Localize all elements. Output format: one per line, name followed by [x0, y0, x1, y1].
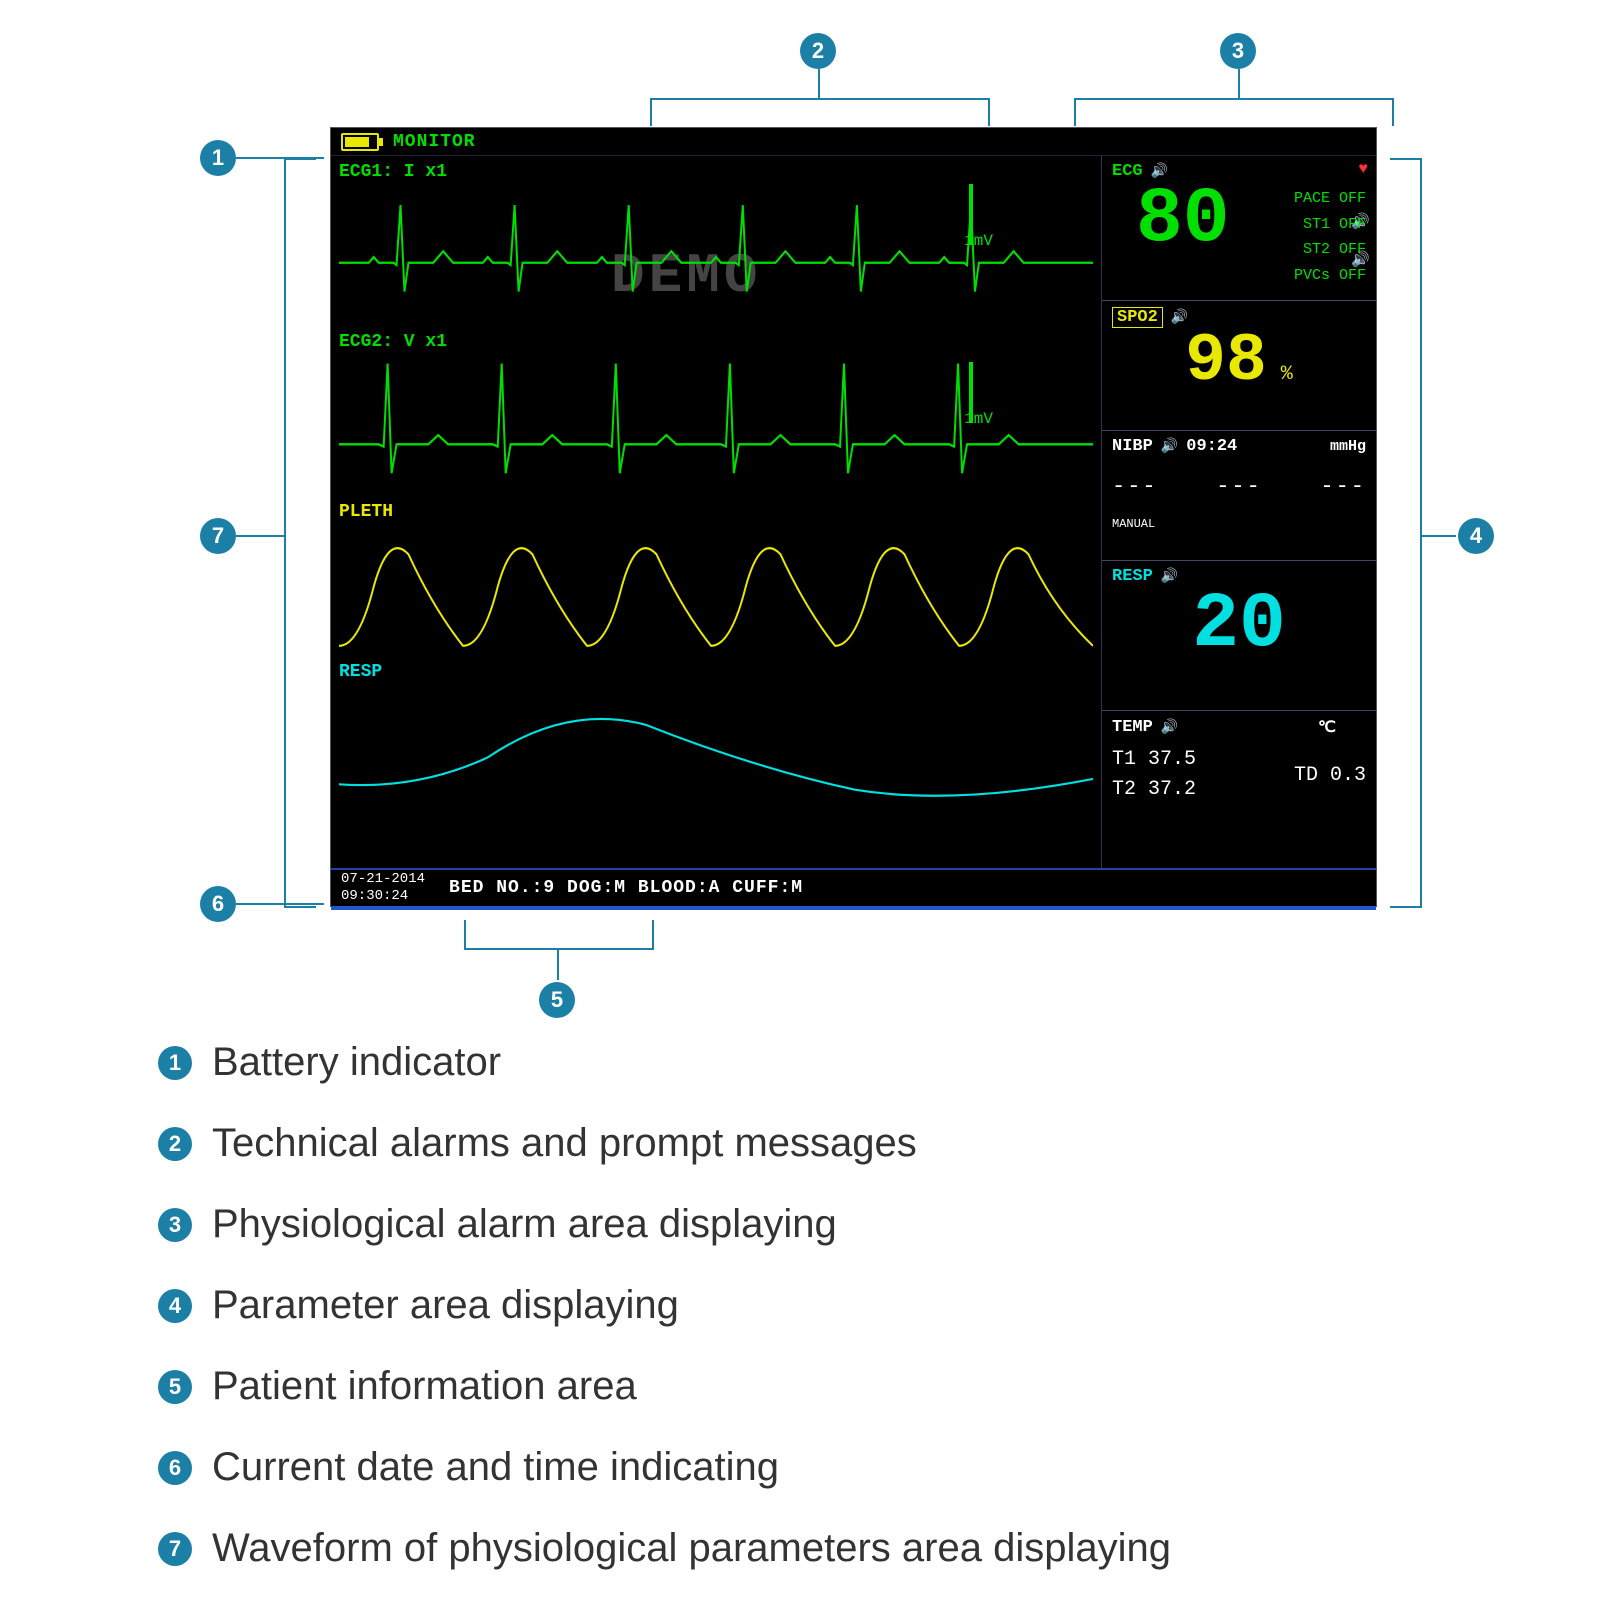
spo2-param: SPO2🔊 98 %: [1102, 301, 1376, 431]
legend-row: 2 Technical alarms and prompt messages: [158, 1121, 1171, 1166]
legend-row: 1 Battery indicator: [158, 1040, 1171, 1085]
legend-badge: 1: [158, 1046, 192, 1080]
legend-badge: 5: [158, 1370, 192, 1404]
resp-param: RESP 🔊 20: [1102, 561, 1376, 711]
ecg2-waveform: [339, 352, 1093, 502]
sound-icon: 🔊: [1161, 719, 1178, 736]
nibp-time: 09:24: [1186, 437, 1237, 456]
pleth-waveform: [339, 522, 1093, 662]
pleth-block: PLETH: [339, 502, 1093, 662]
ecg1-waveform: [339, 182, 1093, 332]
legend-row: 4 Parameter area displaying: [158, 1283, 1171, 1328]
spo2-unit: %: [1281, 363, 1293, 396]
spo2-title: SPO2: [1112, 307, 1163, 328]
legend-text: Parameter area displaying: [212, 1283, 679, 1328]
spo2-value: 98: [1185, 328, 1267, 396]
legend-text: Current date and time indicating: [212, 1445, 779, 1490]
legend-row: 3 Physiological alarm area displaying: [158, 1202, 1171, 1247]
legend-text: Patient information area: [212, 1364, 637, 1409]
patient-info: BED NO.:9 DOG:M BLOOD:A CUFF:M: [449, 878, 803, 898]
resp-label: RESP: [339, 662, 382, 682]
td-value: 0.3: [1330, 764, 1366, 787]
monitor-footer: 07-21-2014 09:30:24 BED NO.:9 DOG:M BLOO…: [331, 868, 1376, 906]
legend-badge: 3: [158, 1208, 192, 1242]
callout-badge-4: 4: [1458, 518, 1494, 554]
legend-text: Physiological alarm area displaying: [212, 1202, 837, 1247]
footer-datetime: 07-21-2014 09:30:24: [341, 871, 425, 905]
legend-row: 5 Patient information area: [158, 1364, 1171, 1409]
waveform-area: DEMO ECG1: I x1 1mV ECG2: V x1 1mV: [331, 156, 1101, 868]
heart-icon: ♥: [1358, 160, 1368, 178]
nibp-title: NIBP: [1112, 437, 1153, 456]
legend-text: Waveform of physiological parameters are…: [212, 1526, 1171, 1571]
monitor-title: MONITOR: [393, 132, 476, 152]
ecg1-label: ECG1: I x1: [339, 162, 447, 182]
monitor-screen: MONITOR DEMO ECG1: I x1 1mV ECG2: V x1: [330, 127, 1377, 907]
resp-block: RESP: [339, 662, 1093, 822]
nibp-unit: mmHg: [1330, 438, 1366, 455]
ecg2-block: ECG2: V x1 1mV: [339, 332, 1093, 502]
nibp-param: NIBP 🔊 09:24 mmHg --- --- --- MANUAL: [1102, 431, 1376, 561]
temp-param: TEMP 🔊 ℃ T1 37.5 T2 37.2 TD 0.3: [1102, 711, 1376, 868]
callout-badge-5: 5: [539, 982, 575, 1018]
ecg-param: ♥ 🔊🔊 ECG🔊 PACE OFF ST1 OFF ST2 OFF PVCs …: [1102, 156, 1376, 301]
resp-title: RESP: [1112, 567, 1153, 586]
temp-unit: ℃: [1318, 717, 1336, 737]
legend-text: Battery indicator: [212, 1040, 501, 1085]
monitor-header: MONITOR: [331, 128, 1376, 156]
resp-value: 20: [1112, 586, 1366, 664]
callout-badge-7: 7: [200, 518, 236, 554]
legend-badge: 4: [158, 1289, 192, 1323]
callout-badge-1: 1: [200, 140, 236, 176]
legend-badge: 7: [158, 1532, 192, 1566]
resp-waveform: [339, 682, 1093, 822]
parameter-area: ♥ 🔊🔊 ECG🔊 PACE OFF ST1 OFF ST2 OFF PVCs …: [1101, 156, 1376, 868]
legend: 1 Battery indicator 2 Technical alarms and…: [158, 1040, 1171, 1607]
diagram-canvas: 1 2 3 4 5 6 7 MONITOR DEMO ECG1: I x1: [40, 40, 1560, 1560]
battery-icon: [341, 133, 379, 151]
callout-badge-3: 3: [1220, 33, 1256, 69]
t2-value: 37.2: [1148, 778, 1196, 801]
temp-title: TEMP: [1112, 718, 1153, 737]
legend-row: 7 Waveform of physiological parameters ar…: [158, 1526, 1171, 1571]
ecg-sublabels: PACE OFF ST1 OFF ST2 OFF PVCs OFF: [1294, 186, 1366, 288]
pleth-label: PLETH: [339, 502, 393, 522]
legend-badge: 2: [158, 1127, 192, 1161]
legend-text: Technical alarms and prompt messages: [212, 1121, 917, 1166]
callout-badge-2: 2: [800, 33, 836, 69]
legend-badge: 6: [158, 1451, 192, 1485]
legend-row: 6 Current date and time indicating: [158, 1445, 1171, 1490]
sound-icon: 🔊: [1161, 568, 1178, 585]
ecg2-label: ECG2: V x1: [339, 332, 447, 352]
nibp-values: --- --- ---: [1112, 474, 1366, 499]
sound-icon: 🔊: [1161, 438, 1178, 455]
t1-value: 37.5: [1148, 748, 1196, 771]
nibp-mode: MANUAL: [1112, 517, 1366, 531]
callout-badge-6: 6: [200, 886, 236, 922]
ecg1-block: ECG1: I x1 1mV: [339, 162, 1093, 332]
